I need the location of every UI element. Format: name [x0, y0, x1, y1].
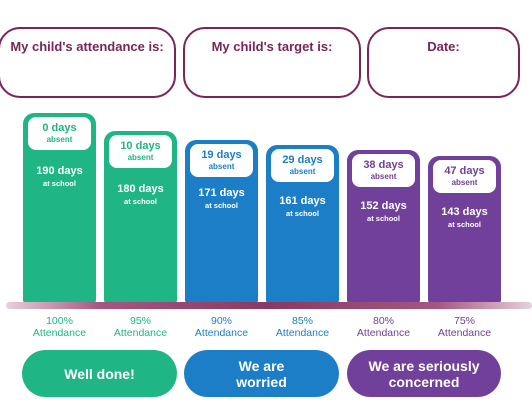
absent-box: 38 days absent — [352, 154, 415, 187]
percent-value: 75% — [453, 315, 475, 327]
attendance-word: Attendance — [113, 327, 168, 339]
attendance-word: Attendance — [437, 327, 492, 339]
attendance-word: Attendance — [275, 327, 330, 339]
date-label: Date: — [427, 39, 460, 54]
attendance-bar-85: 29 days absent 161 days at school — [266, 145, 339, 304]
attendance-bar-75: 47 days absent 143 days at school — [428, 156, 501, 304]
absent-word: absent — [208, 162, 235, 171]
target-box: My child's target is: — [183, 27, 361, 98]
absent-box: 19 days absent — [190, 144, 253, 177]
absent-box: 10 days absent — [109, 135, 172, 168]
absent-word: absent — [289, 167, 316, 176]
school-word: at school — [43, 179, 76, 188]
percent-value: 80% — [372, 315, 394, 327]
attendance-bar-90: 19 days absent 171 days at school — [185, 140, 258, 304]
school-word: at school — [124, 197, 157, 206]
absent-days: 19 days — [201, 149, 242, 161]
school-days: 190 days — [36, 165, 83, 177]
attendance-bar-100: 0 days absent 190 days at school — [23, 113, 96, 304]
absent-days: 47 days — [444, 165, 485, 177]
school-days: 180 days — [117, 183, 164, 195]
percent-value: 95% — [129, 315, 151, 327]
percent-label: 100% Attendance — [23, 315, 96, 339]
attendance-bar-80: 38 days absent 152 days at school — [347, 150, 420, 304]
absent-word: absent — [127, 153, 154, 162]
percent-value: 100% — [46, 315, 73, 327]
percent-label: 85% Attendance — [266, 315, 339, 339]
school-box: 171 days at school — [185, 187, 258, 210]
attendance-word: Attendance — [356, 327, 411, 339]
seriously-concerned-pill: We are seriously concerned — [347, 350, 501, 397]
attendance-box: My child's attendance is: — [0, 27, 176, 98]
school-box: 190 days at school — [23, 165, 96, 188]
worried-pill: We are worried — [184, 350, 339, 397]
school-word: at school — [205, 201, 238, 210]
school-box: 152 days at school — [347, 200, 420, 223]
absent-days: 10 days — [120, 140, 161, 152]
absent-box: 0 days absent — [28, 117, 91, 150]
date-box: Date: — [367, 27, 520, 98]
absent-word: absent — [46, 135, 73, 144]
percent-label: 75% Attendance — [428, 315, 501, 339]
percent-label: 80% Attendance — [347, 315, 420, 339]
percent-label: 90% Attendance — [185, 315, 258, 339]
attendance-word: Attendance — [32, 327, 87, 339]
attendance-word: Attendance — [194, 327, 249, 339]
absent-box: 47 days absent — [433, 160, 496, 193]
well-done-pill: Well done! — [22, 350, 177, 397]
school-days: 161 days — [279, 195, 326, 207]
school-box: 143 days at school — [428, 206, 501, 229]
absent-box: 29 days absent — [271, 149, 334, 182]
percent-value: 85% — [291, 315, 313, 327]
school-word: at school — [448, 220, 481, 229]
school-word: at school — [367, 214, 400, 223]
school-days: 152 days — [360, 200, 407, 212]
school-box: 161 days at school — [266, 195, 339, 218]
school-word: at school — [286, 209, 319, 218]
absent-days: 0 days — [42, 122, 77, 134]
attendance-label: My child's attendance is: — [10, 39, 164, 54]
school-box: 180 days at school — [104, 183, 177, 206]
school-days: 143 days — [441, 206, 488, 218]
attendance-bar-95: 10 days absent 180 days at school — [104, 131, 177, 304]
target-label: My child's target is: — [211, 39, 333, 54]
percent-value: 90% — [210, 315, 232, 327]
percent-label: 95% Attendance — [104, 315, 177, 339]
absent-days: 29 days — [282, 154, 323, 166]
absent-word: absent — [451, 178, 478, 187]
baseline — [6, 302, 532, 309]
absent-days: 38 days — [363, 159, 404, 171]
absent-word: absent — [370, 172, 397, 181]
school-days: 171 days — [198, 187, 245, 199]
